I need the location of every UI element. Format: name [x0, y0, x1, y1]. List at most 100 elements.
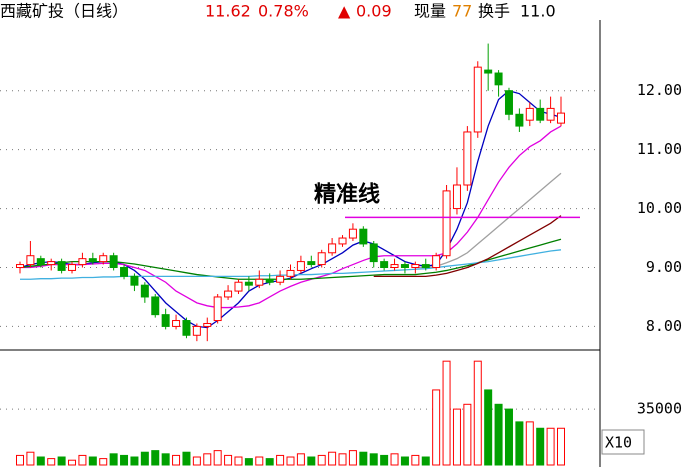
- candle-body: [68, 264, 77, 271]
- volume-bar: [26, 451, 35, 466]
- volume-bar: [203, 453, 212, 466]
- volume-bar: [47, 458, 56, 466]
- candle-body: [536, 107, 545, 121]
- candle-body: [161, 314, 170, 327]
- volume-bar: [452, 408, 461, 466]
- candle-body: [328, 243, 337, 254]
- volume-bar: [546, 427, 555, 466]
- turnover-label: 换手: [478, 2, 510, 21]
- y-tick-label: 12.00: [637, 81, 682, 99]
- volume-bar: [57, 456, 66, 466]
- volume-bar: [359, 451, 368, 466]
- candle-body: [338, 237, 347, 245]
- volume-bar: [484, 389, 493, 466]
- candle-body: [36, 258, 45, 266]
- turnover: 11.0: [520, 2, 556, 21]
- candle-body: [151, 296, 160, 316]
- volume-bar: [463, 403, 472, 466]
- volume-bar: [307, 456, 316, 466]
- volume-bar: [224, 454, 233, 466]
- volume-bar: [536, 427, 545, 466]
- candle-body: [276, 275, 285, 283]
- volume-bar: [442, 360, 451, 466]
- candle-body: [307, 261, 316, 266]
- candle-body: [88, 258, 97, 263]
- arrow: ▲: [338, 2, 351, 21]
- candle-body: [296, 261, 305, 271]
- y-tick-label: 11.00: [637, 140, 682, 158]
- candle-body: [411, 264, 420, 268]
- candle-body: [525, 107, 534, 121]
- volume-bar: [421, 456, 430, 466]
- candle-body: [182, 320, 191, 336]
- candle-body: [546, 107, 555, 121]
- volume-bar: [78, 454, 87, 466]
- candle-body: [57, 261, 66, 271]
- volume-bar: [400, 456, 409, 466]
- volume-bar: [130, 456, 139, 466]
- candle-body: [203, 322, 212, 327]
- candle-body: [515, 113, 524, 127]
- volume-bar: [432, 389, 441, 466]
- volume-bar: [172, 454, 181, 466]
- volume-unit: X10: [605, 434, 632, 452]
- ma-line: [373, 215, 562, 277]
- volume-bar: [338, 453, 347, 466]
- candle-body: [109, 255, 118, 268]
- candle-body: [452, 184, 461, 210]
- volume-bar: [88, 456, 97, 466]
- volume-bar: [255, 456, 264, 466]
- volume-bar: [317, 454, 326, 466]
- volume-bar: [525, 421, 534, 466]
- volume-bar: [515, 421, 524, 466]
- volume-bar: [182, 451, 191, 466]
- volume-bar: [494, 403, 503, 466]
- candle-body: [286, 269, 295, 277]
- volume-bar: [99, 458, 108, 466]
- candle-body: [99, 255, 108, 263]
- volume-bar: [36, 456, 45, 466]
- candle-body: [400, 264, 409, 268]
- volume-bar: [234, 456, 243, 466]
- unit-box: [601, 429, 645, 455]
- candle-body: [234, 281, 243, 292]
- volume-bar: [192, 456, 201, 466]
- volume-bar: [369, 453, 378, 466]
- volume-bar: [390, 453, 399, 466]
- volume-bar: [296, 453, 305, 466]
- candle-body: [484, 69, 493, 74]
- volume-label: 现量: [414, 2, 446, 21]
- candle-body: [380, 261, 389, 269]
- volume-bar: [557, 427, 565, 466]
- volume-bar: [286, 456, 295, 466]
- y-tick-label: 9.00: [646, 258, 682, 276]
- y-tick-label: 10.00: [637, 199, 682, 217]
- volume-bar: [16, 454, 24, 466]
- volume-bar: [411, 454, 420, 466]
- volume-now: 77: [452, 2, 472, 21]
- candle-body: [317, 252, 326, 266]
- candle-body: [421, 264, 430, 268]
- candle-body: [224, 290, 233, 298]
- candle-body: [244, 281, 253, 286]
- change-pct: 0.78%: [258, 2, 309, 21]
- candle-body: [26, 255, 35, 266]
- volume-bar: [68, 459, 77, 466]
- volume-bar: [161, 453, 170, 466]
- volume-bar: [265, 458, 274, 466]
- candle-body: [47, 261, 56, 266]
- volume-bar: [120, 454, 129, 466]
- stock-name: 西藏矿投: [0, 2, 64, 21]
- volume-bar: [276, 454, 285, 466]
- header: 西藏矿投 （日线） 11.62 0.78% ▲ 0.09 现量 77 换手 11…: [0, 2, 556, 21]
- candle-body: [369, 243, 378, 263]
- candle-body: [390, 264, 399, 268]
- candle-body: [359, 228, 368, 245]
- candle-body: [473, 66, 482, 133]
- candle-body: [504, 90, 513, 115]
- candle-body: [463, 131, 472, 186]
- candle-body: [120, 267, 129, 277]
- volume-bar: [140, 451, 149, 466]
